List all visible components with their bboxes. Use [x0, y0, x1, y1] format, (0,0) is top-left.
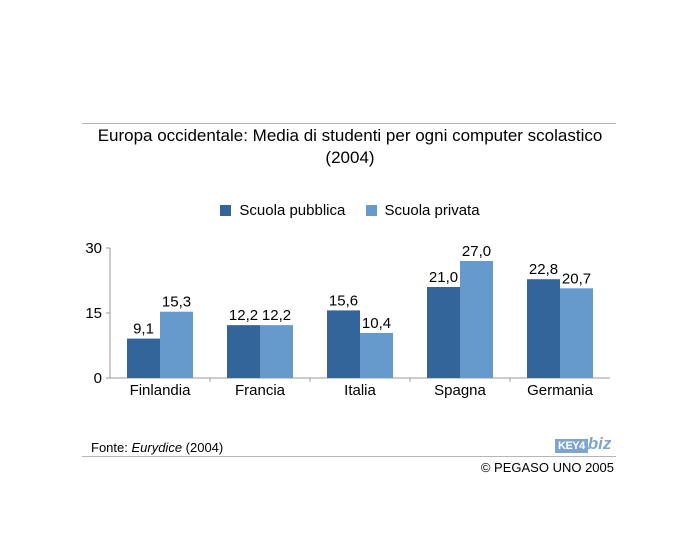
data-label: 20,7: [562, 270, 591, 287]
bar-privata-finlandia: [160, 311, 193, 378]
copyright-text: © PEGASO UNO 2005: [480, 460, 614, 475]
y-tick-label: 0: [94, 370, 102, 387]
chart-legend: Scuola pubblica Scuola privata: [0, 201, 700, 219]
source-prefix: Fonte:: [91, 440, 132, 455]
source-note: Fonte: Eurydice (2004): [91, 440, 223, 455]
source-name: Eurydice: [131, 440, 183, 455]
data-label: 10,4: [362, 315, 391, 332]
bar-pubblica-spagna: [427, 287, 460, 378]
bar-privata-germania: [560, 288, 593, 378]
bar-chart: 0 15 30 9,1 15,3 Finlandia 12,2 12,2 Francia 15,6…: [85, 240, 610, 399]
source-suffix: (2004): [182, 440, 224, 455]
bottom-rule: [82, 456, 616, 457]
data-label: 12,2: [229, 307, 258, 324]
x-tick-label: Germania: [527, 382, 594, 399]
logo-biz-text: biz: [587, 434, 612, 453]
chart-title: Europa occidentale: Media di studenti pe…: [60, 125, 640, 169]
data-label: 9,1: [133, 321, 154, 338]
bar-pubblica-italia: [327, 310, 360, 378]
data-label: 12,2: [262, 307, 291, 324]
data-label: 15,3: [162, 294, 191, 311]
chart-labels: 0 15 30 9,1 15,3 Finlandia 12,2 12,2 Francia 15,6…: [85, 240, 593, 399]
legend-swatch-pubblica: [220, 204, 232, 216]
x-tick-label: Spagna: [434, 382, 486, 399]
top-rule: [82, 123, 616, 124]
bar-pubblica-francia: [227, 325, 260, 378]
legend-item-privata: Scuola privata: [365, 201, 480, 219]
bar-privata-francia: [260, 325, 293, 378]
legend-item-pubblica: Scuola pubblica: [220, 202, 345, 219]
logo-key-text: KEY4: [555, 439, 588, 453]
data-label: 15,6: [329, 292, 358, 309]
key4biz-logo: KEY4 biz: [555, 434, 611, 454]
legend-label-privata: Scuola privata: [384, 201, 480, 219]
x-tick-label: Italia: [344, 382, 376, 399]
bar-pubblica-germania: [527, 279, 560, 378]
data-label: 21,0: [429, 269, 458, 286]
bar-privata-italia: [360, 332, 393, 378]
chart-bars: [127, 261, 593, 378]
y-tick-label: 15: [85, 305, 102, 322]
bar-pubblica-finlandia: [127, 338, 160, 378]
x-tick-label: Finlandia: [130, 382, 192, 399]
chart-title-line2: (2004): [325, 148, 375, 167]
legend-swatch-privata: [365, 204, 377, 216]
data-label: 27,0: [462, 243, 491, 260]
chart-title-line1: Europa occidentale: Media di studenti pe…: [97, 126, 603, 145]
data-label: 22,8: [529, 261, 558, 278]
legend-label-pubblica: Scuola pubblica: [239, 201, 346, 219]
x-tick-label: Francia: [235, 382, 286, 399]
y-tick-label: 30: [85, 240, 102, 257]
bar-privata-spagna: [460, 261, 493, 378]
